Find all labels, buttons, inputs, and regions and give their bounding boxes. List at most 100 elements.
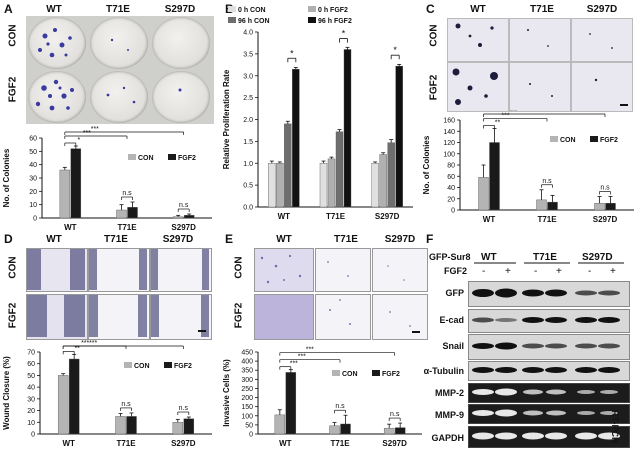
sig-label: ***	[89, 340, 97, 347]
blot-label-snail: Snail	[442, 341, 464, 351]
y-tick-label: 50	[245, 422, 253, 429]
y-tick-label: 200	[241, 395, 253, 402]
y-tick-label: 0	[249, 432, 253, 439]
y-tick-label: 0	[451, 208, 455, 215]
invasion-dots	[260, 254, 420, 333]
bar	[68, 358, 80, 435]
treatment-sign: +	[556, 266, 562, 277]
y-tick-label: 160	[443, 118, 455, 125]
wound-image	[150, 248, 212, 292]
bar	[383, 427, 395, 435]
legend-swatch	[228, 17, 236, 23]
blot-bands	[472, 288, 620, 440]
x-tick-label: T71E	[326, 212, 346, 221]
dish-image	[152, 17, 210, 69]
treatment-sign: -	[482, 266, 486, 277]
x-tick-label: T71E	[330, 439, 350, 448]
y-tick-label: 120	[443, 140, 455, 147]
ns-label: n.s	[122, 190, 132, 197]
y-tick-label: 60	[27, 361, 35, 368]
legend-label: FGF2	[600, 137, 618, 144]
dish-image	[28, 17, 86, 69]
wound-edges	[27, 249, 209, 337]
col-header-wt: WT	[276, 234, 292, 245]
ns-label: n.s	[179, 202, 189, 209]
bar	[489, 142, 500, 211]
sig-label: ***	[83, 130, 91, 137]
ns-label: n.s	[335, 403, 345, 410]
ns-label: n.s	[542, 178, 552, 185]
y-tick-label: 0.0	[243, 205, 253, 212]
invasion-image	[372, 248, 428, 292]
pcr-label-mmp9: MMP-9	[435, 410, 464, 420]
y-tick-label: 2.5	[243, 95, 253, 102]
y-tick-label: 2.0	[243, 117, 253, 124]
y-tick-label: 4.0	[243, 30, 253, 37]
panel-letter-d: D	[4, 232, 13, 246]
y-axis-label: No. of Colonies	[422, 135, 431, 194]
sig-label: ***	[81, 340, 89, 347]
x-tick-label: WT	[64, 223, 77, 232]
y-axis-label: Invasive Cells (%)	[222, 359, 231, 427]
x-tick-label: WT	[62, 439, 75, 448]
y-tick-label: 40	[447, 185, 455, 192]
col-header-s297d: S297D	[384, 234, 416, 245]
legend-label: FGF2	[174, 363, 192, 370]
sig-label: ***	[509, 110, 517, 115]
dish-image	[90, 17, 148, 69]
y-axis-label: Relative Proliferation Rate	[222, 69, 231, 169]
y-tick-label: 10	[27, 420, 35, 427]
legend-label: 0 h CON	[238, 7, 266, 14]
legend-swatch	[228, 6, 236, 12]
x-tick-label: S297D	[171, 223, 196, 232]
y-tick-label: 1.0	[243, 161, 253, 168]
treatment-sign: +	[505, 266, 511, 277]
legend-swatch	[168, 154, 176, 160]
y-tick-label: 60	[29, 136, 37, 143]
sig-label: ***	[290, 361, 298, 368]
col-header-t71e: T71E	[104, 234, 128, 245]
legend-swatch	[124, 362, 132, 368]
y-tick-label: 400	[241, 359, 253, 366]
legend-label: 96 h FGF2	[318, 18, 352, 25]
treatment-sign: -	[588, 266, 592, 277]
panel-letter-a: A	[4, 2, 13, 16]
y-tick-label: 1.5	[243, 139, 253, 146]
invasion-image	[254, 294, 314, 340]
invasion-image	[315, 248, 371, 292]
x-tick-label: WT	[278, 212, 291, 221]
legend-swatch	[128, 154, 136, 160]
y-tick-label: 20	[29, 189, 37, 196]
y-tick-label: 10	[29, 202, 37, 209]
bar	[172, 422, 184, 435]
col-header-wt: WT	[46, 234, 62, 245]
soft-agar-image	[571, 62, 633, 112]
sig-label: **	[495, 119, 501, 126]
legend-label: 0 h FGF2	[318, 7, 348, 14]
y-axis-label: Wound Closure (%)	[2, 356, 11, 430]
bar	[127, 207, 138, 219]
y-tick-label: 40	[29, 162, 37, 169]
bar	[329, 425, 340, 435]
bar	[594, 203, 605, 211]
sig-label: **	[74, 345, 80, 352]
col-header-wt: WT	[470, 4, 486, 15]
sig-label: *	[393, 45, 397, 55]
x-tick-label: S297D	[375, 212, 400, 221]
colony-dots	[35, 28, 182, 111]
bar	[547, 201, 558, 211]
bar	[285, 372, 297, 435]
x-tick-label: WT	[279, 439, 292, 448]
legend-label: CON	[138, 155, 154, 162]
y-tick-label: 0.5	[243, 183, 253, 190]
rtpcr-label: RT-PCR	[610, 410, 620, 444]
ns-label: n.s	[600, 185, 610, 192]
col-header-s297d: S297D	[164, 4, 196, 15]
y-tick-label: 50	[29, 149, 37, 156]
y-tick-label: 3.5	[243, 51, 253, 58]
legend-label: 96 h CON	[238, 18, 270, 25]
blot-label-ecad: E-cad	[439, 315, 464, 325]
y-tick-label: 30	[29, 176, 37, 183]
bar	[274, 414, 286, 435]
y-tick-label: 300	[241, 377, 253, 384]
